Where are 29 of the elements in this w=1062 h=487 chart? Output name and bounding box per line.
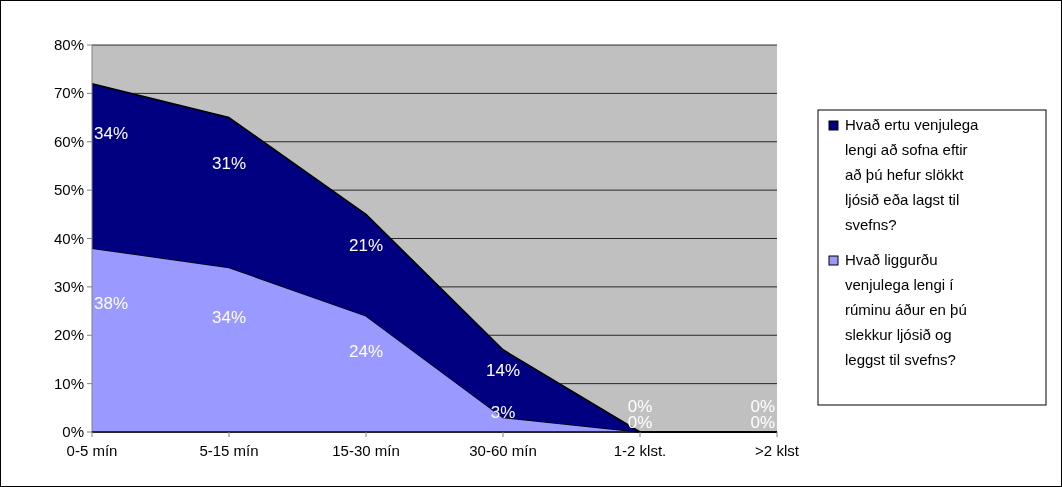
y-tick-label: 20%: [53, 326, 84, 344]
data-label: 34%: [211, 307, 247, 327]
y-tick-label: 10%: [53, 374, 84, 392]
y-tick-label: 50%: [53, 181, 84, 199]
y-tick-label: 0%: [62, 423, 84, 440]
data-label: 31%: [211, 153, 247, 173]
x-tick-label: 0-5 mín: [66, 442, 118, 459]
data-label: 24%: [348, 341, 384, 361]
data-label: 14%: [485, 361, 521, 381]
x-tick-label: >2 klst: [755, 442, 800, 459]
x-tick-label: 1-2 klst.: [613, 442, 667, 459]
legend-label: Hvað liggurðu venjulega lengi í rúminu áður en þú slekkur ljósið og leggst til svefns?: [845, 251, 967, 368]
x-tick-label: 5-15 mín: [199, 442, 259, 459]
data-label: 3%: [490, 402, 516, 422]
y-tick-label: 60%: [53, 132, 84, 150]
data-label: 0%: [750, 397, 775, 416]
data-label: 21%: [348, 235, 384, 255]
y-tick-label: 30%: [53, 277, 84, 295]
y-tick-label: 70%: [53, 84, 84, 102]
data-label: 0%: [750, 413, 775, 432]
data-label: 0%: [627, 413, 653, 432]
legend-label: Hvað ertu venjulega lengi að sofna eftir að þú hefur slökkt ljósið eða lagst til svefns?: [845, 116, 980, 233]
x-tick-label: 15-30 mín: [332, 442, 400, 459]
x-tick-label: 30-60 mín: [469, 442, 537, 459]
data-label: 38%: [94, 294, 129, 314]
data-label: 0%: [627, 397, 653, 416]
y-tick-label: 80%: [53, 36, 84, 53]
data-label: 34%: [94, 124, 129, 144]
y-tick-label: 40%: [53, 229, 84, 247]
